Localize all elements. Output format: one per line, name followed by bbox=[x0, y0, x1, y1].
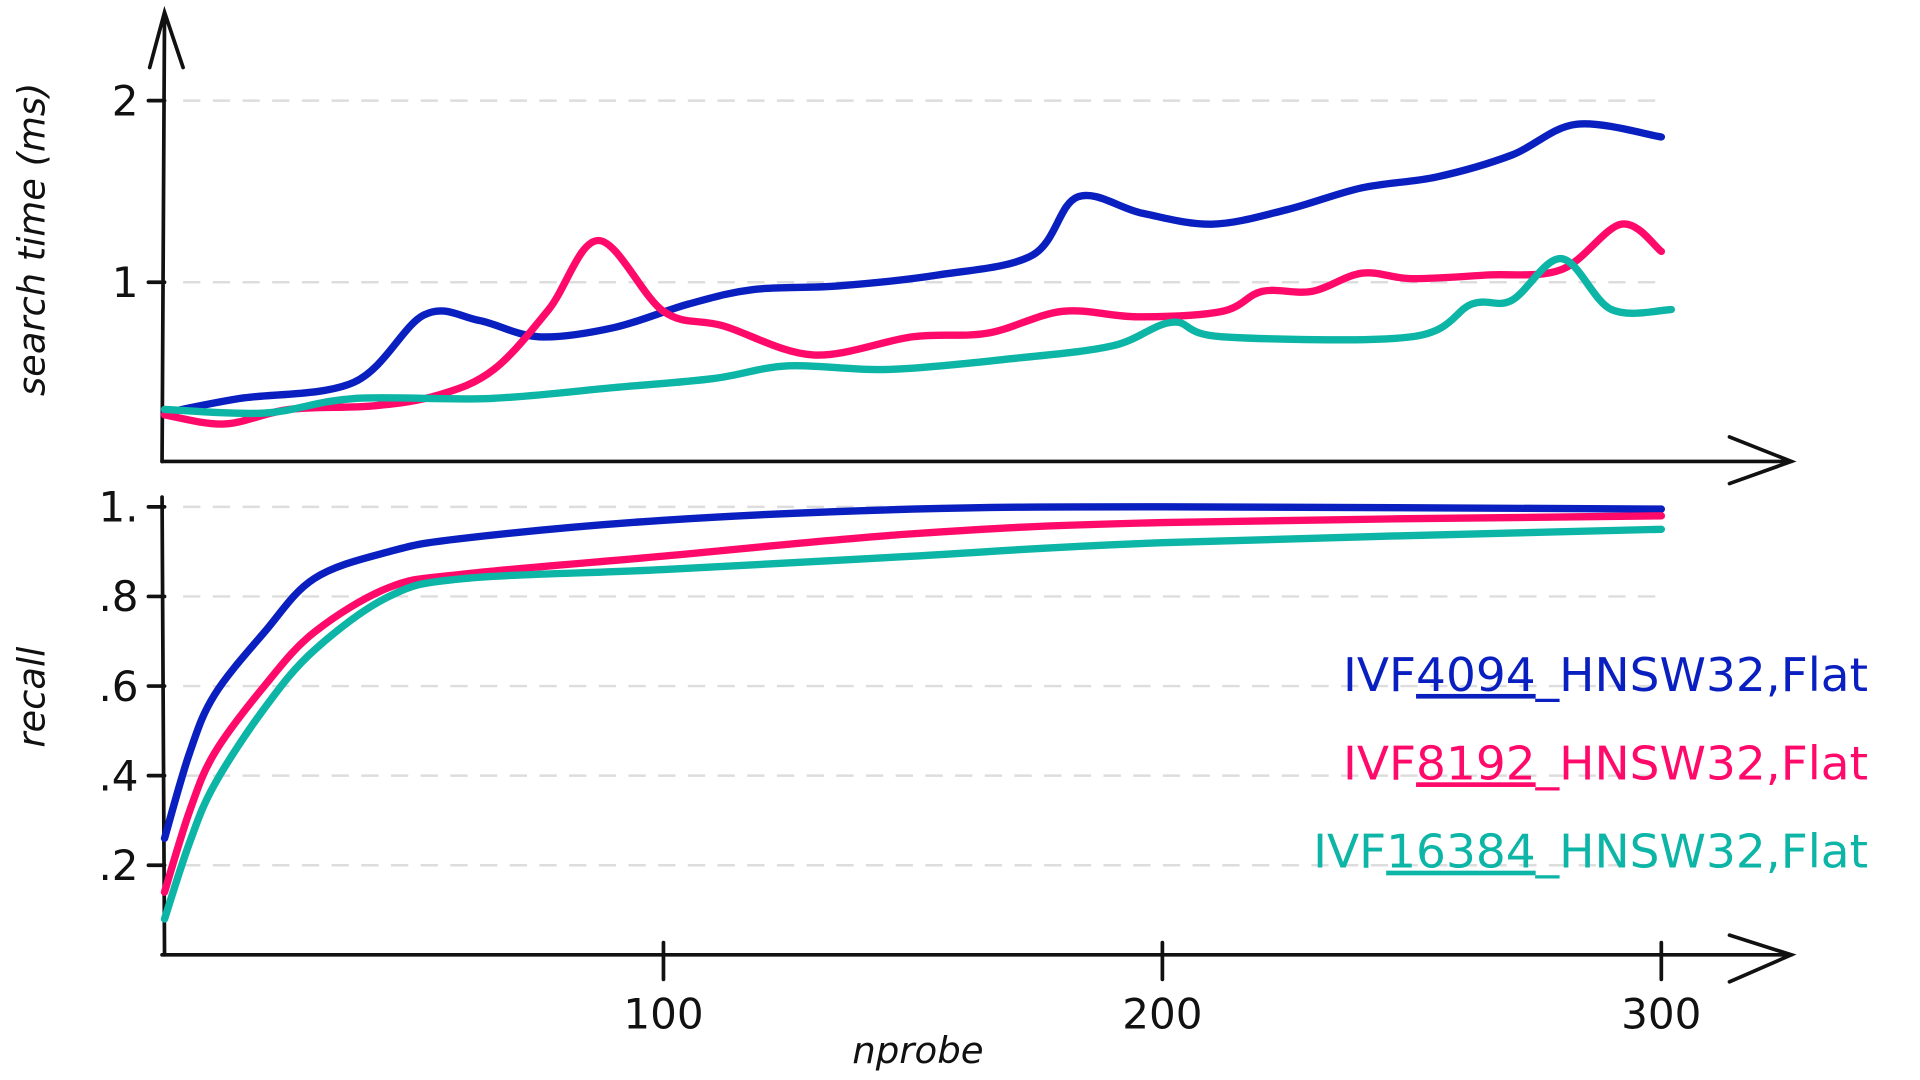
series-line bbox=[160, 220, 1666, 428]
legend-entry: IVF4094_HNSW32,Flat bbox=[1343, 649, 1868, 703]
bottom-y-axis bbox=[160, 495, 167, 957]
y-tick-label: 1. bbox=[98, 483, 138, 532]
y-tick-label: 2 bbox=[112, 77, 139, 126]
gridlines: 1 2 .2 .4 .6 .8 1. 100 200 300 bbox=[98, 77, 1701, 1039]
x-tick-label: 200 bbox=[1122, 990, 1202, 1039]
legend-prefix: IVF bbox=[1343, 649, 1416, 703]
legend-suffix: _HNSW32,Flat bbox=[1535, 826, 1868, 880]
top-y-axis bbox=[147, 5, 185, 464]
top-x-axis bbox=[160, 435, 1797, 486]
series-line bbox=[160, 525, 1666, 923]
series-line bbox=[160, 254, 1676, 418]
legend-entry: IVF16384_HNSW32,Flat bbox=[1313, 826, 1868, 880]
y-tick-label: .4 bbox=[98, 752, 138, 801]
legend-entry: IVF8192_HNSW32,Flat bbox=[1343, 737, 1868, 791]
y-tick-label: .2 bbox=[98, 841, 138, 890]
bottom-x-axis bbox=[160, 933, 1797, 984]
x-axis-label: nprobe bbox=[852, 1029, 983, 1072]
legend: IVF4094_HNSW32,FlatIVF8192_HNSW32,FlatIV… bbox=[1313, 649, 1868, 880]
y-tick-label: .8 bbox=[98, 572, 138, 621]
y-tick-label: 1 bbox=[112, 258, 139, 307]
x-tick-label: 300 bbox=[1621, 990, 1701, 1039]
legend-number: 16384 bbox=[1386, 826, 1536, 880]
bottom-y-axis-label: recall bbox=[10, 646, 53, 748]
y-tick-label: .6 bbox=[98, 662, 138, 711]
series-line bbox=[160, 120, 1666, 417]
series-line bbox=[160, 503, 1666, 843]
series-line bbox=[160, 512, 1666, 896]
x-tick-label: 100 bbox=[623, 990, 703, 1039]
legend-number: 8192 bbox=[1416, 737, 1536, 791]
top-y-axis-label: search time (ms) bbox=[10, 83, 53, 396]
legend-prefix: IVF bbox=[1313, 826, 1386, 880]
legend-prefix: IVF bbox=[1343, 737, 1416, 791]
legend-suffix: _HNSW32,Flat bbox=[1535, 737, 1868, 791]
legend-suffix: _HNSW32,Flat bbox=[1535, 649, 1868, 703]
legend-number: 4094 bbox=[1416, 649, 1536, 703]
